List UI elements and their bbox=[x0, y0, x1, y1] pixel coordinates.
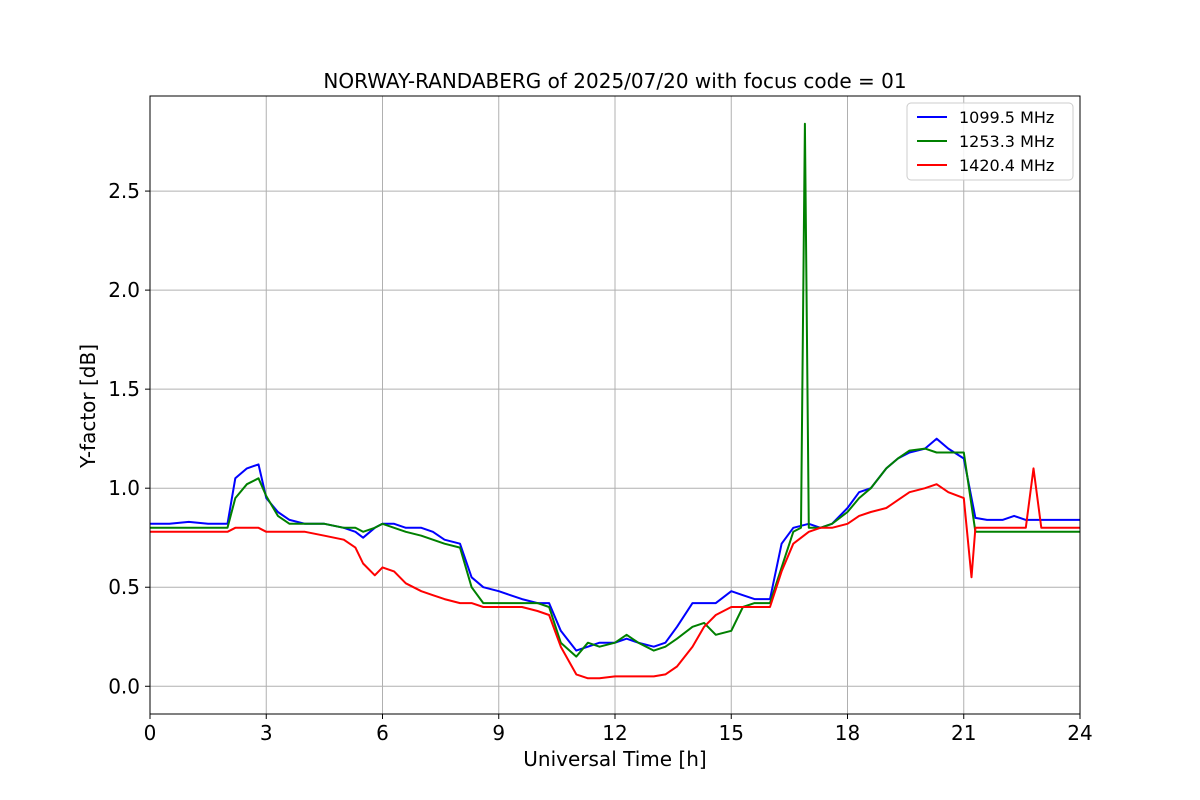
x-tick-label-0: 0 bbox=[144, 721, 157, 745]
chart-title: NORWAY-RANDABERG of 2025/07/20 with focu… bbox=[323, 69, 906, 93]
x-tick-label-2: 6 bbox=[376, 721, 389, 745]
x-tick-label-6: 18 bbox=[835, 721, 860, 745]
y-tick-label-1: 0.5 bbox=[108, 575, 140, 599]
y-tick-label-4: 2.0 bbox=[108, 278, 140, 302]
x-tick-label-8: 24 bbox=[1067, 721, 1092, 745]
legend: 1099.5 MHz 1253.3 MHz 1420.4 MHz bbox=[907, 103, 1073, 180]
x-tick-label-4: 12 bbox=[602, 721, 627, 745]
legend-label-0: 1099.5 MHz bbox=[959, 108, 1054, 127]
y-tick-label-0: 0.0 bbox=[108, 674, 140, 698]
x-tick-label-7: 21 bbox=[951, 721, 976, 745]
y-tick-label-2: 1.0 bbox=[108, 476, 140, 500]
legend-label-1: 1253.3 MHz bbox=[959, 132, 1054, 151]
y-tick-label-3: 1.5 bbox=[108, 377, 140, 401]
legend-label-2: 1420.4 MHz bbox=[959, 156, 1054, 175]
x-axis-label: Universal Time [h] bbox=[523, 747, 706, 771]
x-tick-label-1: 3 bbox=[260, 721, 273, 745]
x-tick-label-5: 15 bbox=[719, 721, 744, 745]
x-tick-label-3: 9 bbox=[492, 721, 505, 745]
y-axis-label: Y-factor [dB] bbox=[76, 344, 100, 469]
y-tick-label-5: 2.5 bbox=[108, 179, 140, 203]
